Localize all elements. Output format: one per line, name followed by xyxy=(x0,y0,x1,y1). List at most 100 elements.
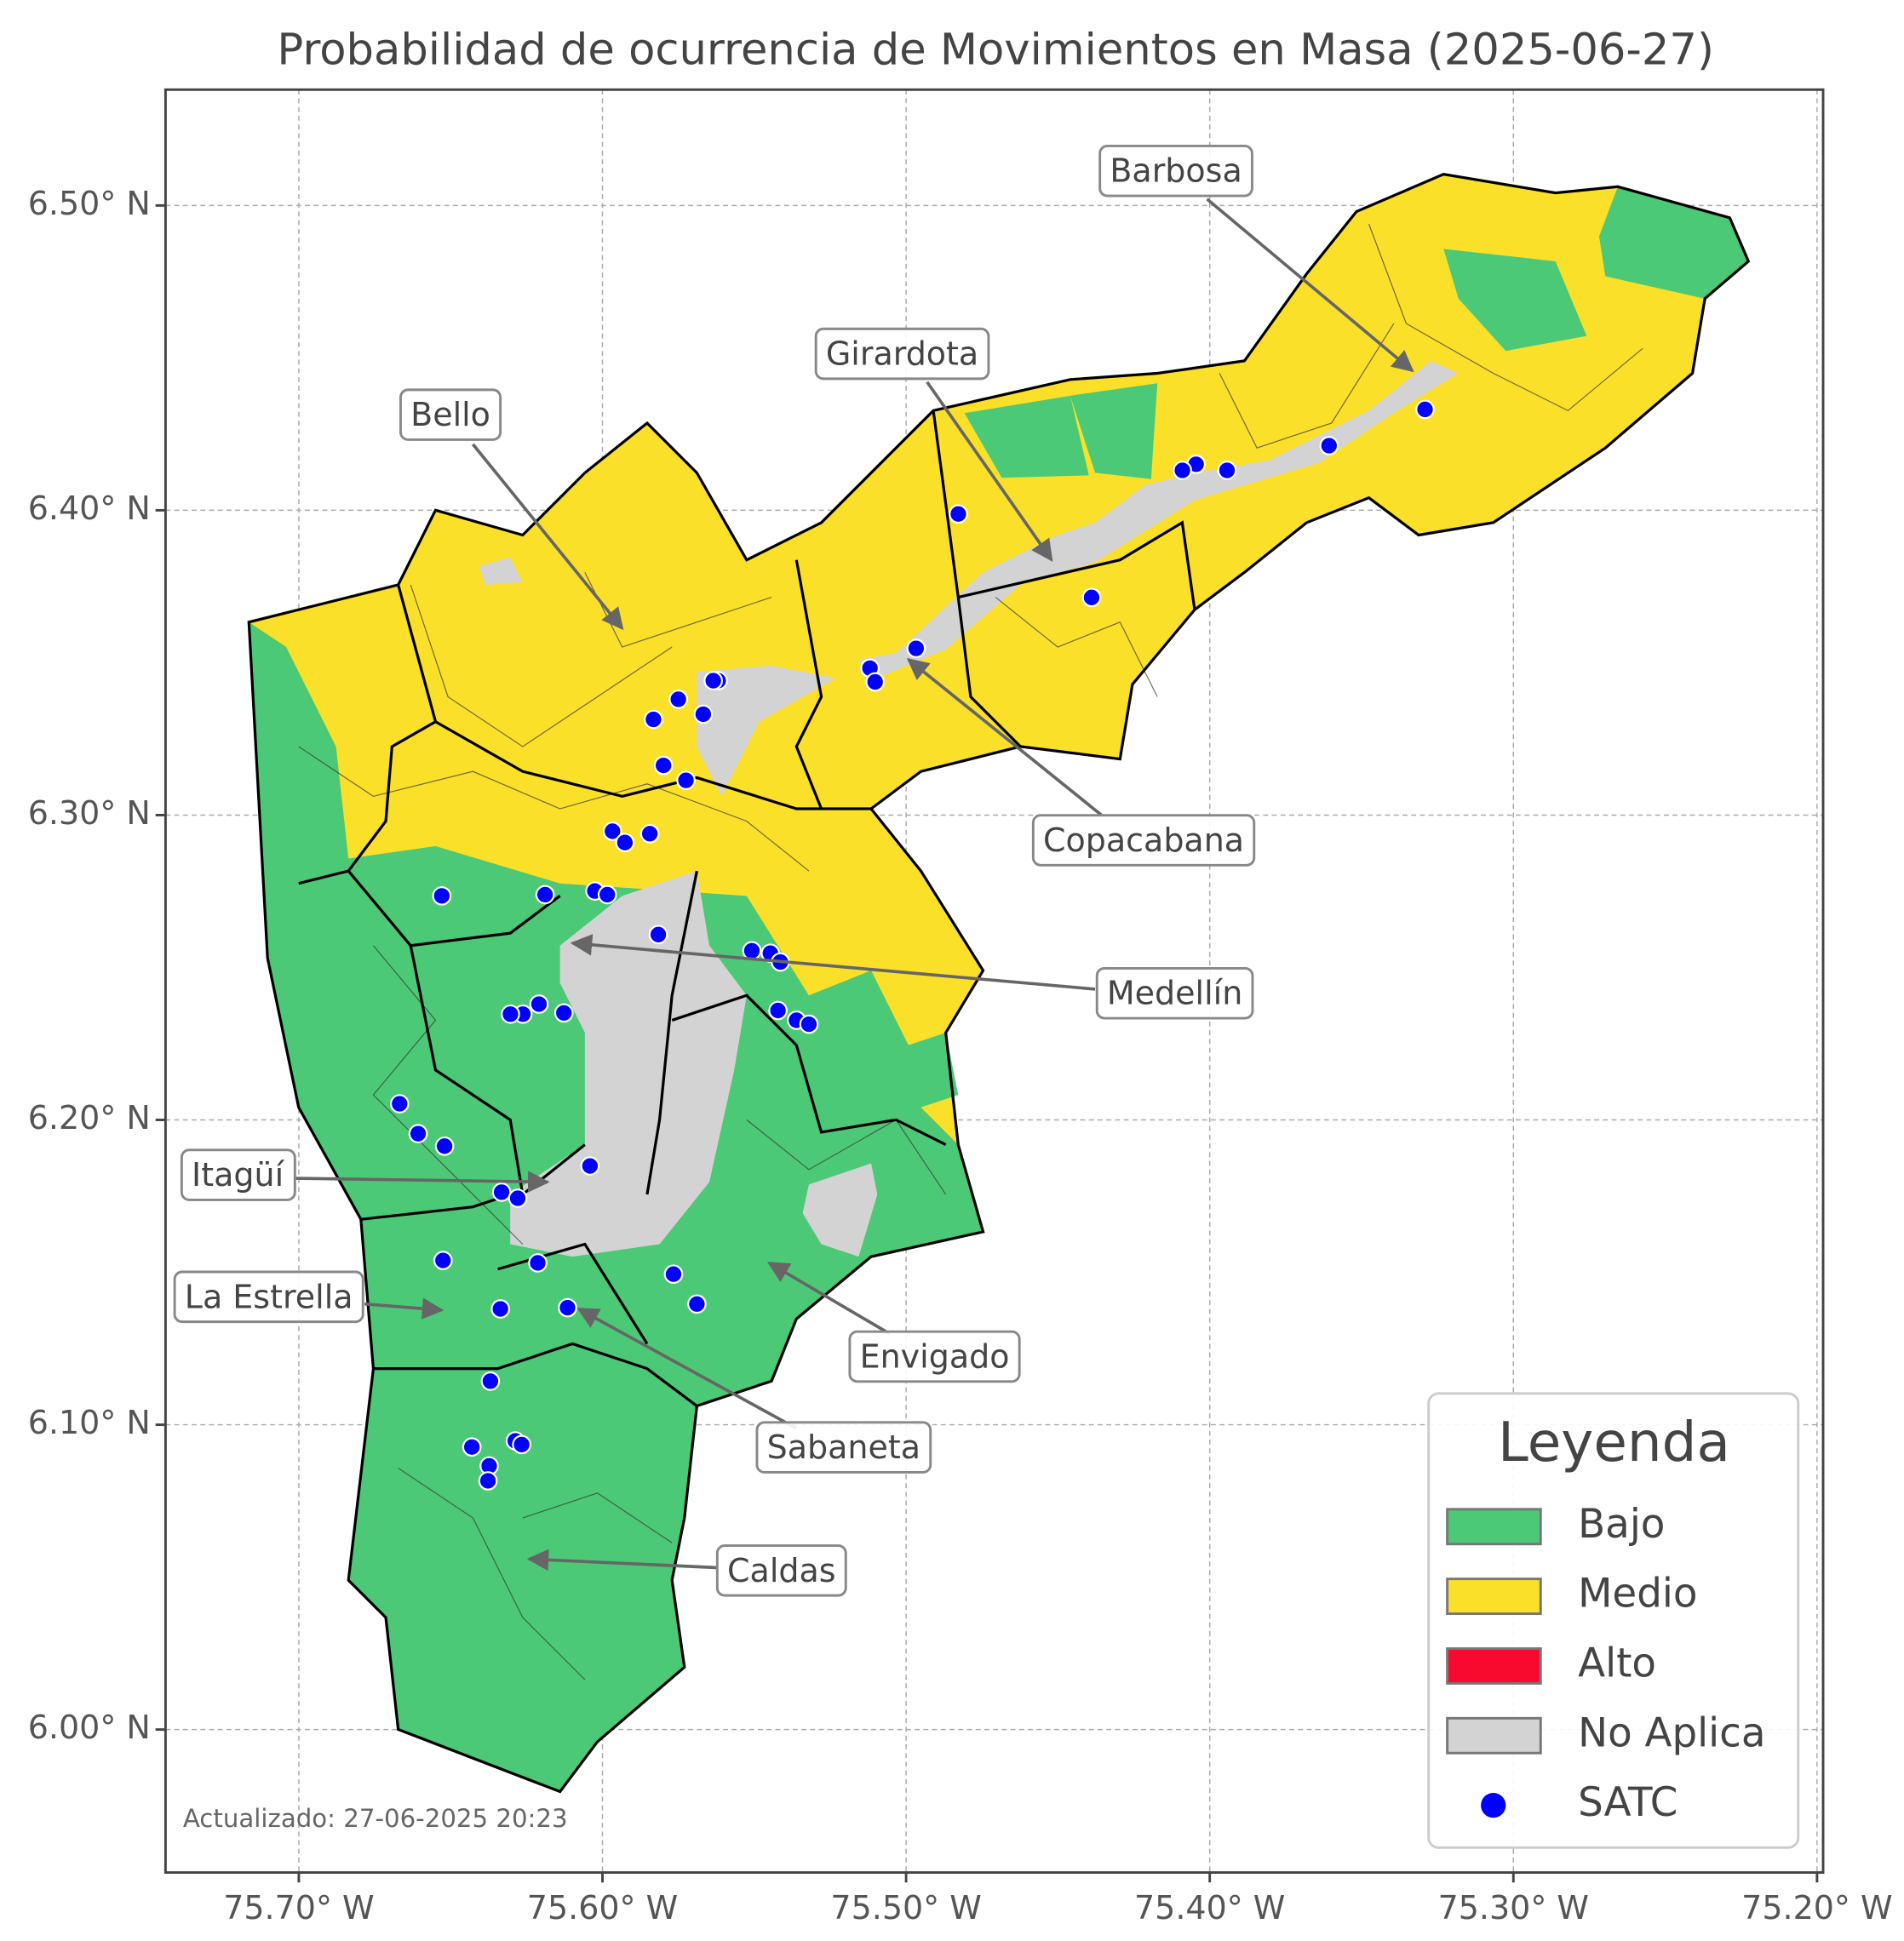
annotation: Bello xyxy=(399,388,624,631)
region-bajo xyxy=(964,395,1089,478)
satc-point xyxy=(553,1003,574,1023)
legend-title: Leyenda xyxy=(1498,1411,1730,1474)
satc-point xyxy=(1081,587,1102,608)
annotation: Copacabana xyxy=(906,658,1256,867)
annotation-box xyxy=(1095,966,1254,1020)
update-note: Actualizado: 27-06-2025 20:23 xyxy=(183,1804,568,1833)
satc-point xyxy=(1319,436,1339,455)
annotation-box xyxy=(180,1148,296,1201)
legend-label: Alto xyxy=(1578,1640,1656,1686)
annotation-label: Bello xyxy=(410,396,490,433)
annotation: Girardota xyxy=(814,327,1053,562)
satc-point xyxy=(528,1253,548,1273)
annotation-label: La Estrella xyxy=(185,1278,353,1315)
axis-ticks: 75.70° W 75.60° W 75.50° W 75.40° W 75.30° W… xyxy=(28,185,1893,1927)
satc-point xyxy=(490,1299,511,1319)
satc-point xyxy=(408,1124,428,1143)
y-tick-label: 6.00° N xyxy=(28,1709,151,1746)
annotation: Medellín xyxy=(570,934,1254,1020)
annotation: Barbosa xyxy=(1098,144,1414,373)
satc-point xyxy=(389,1094,410,1114)
x-tick-label: 75.70° W xyxy=(223,1889,374,1927)
satc-point xyxy=(687,1294,707,1314)
internal-boundaries xyxy=(298,223,1643,1680)
satc-points xyxy=(389,399,1435,1491)
x-tick-label: 75.40° W xyxy=(1134,1889,1285,1927)
satc-point xyxy=(768,1000,788,1021)
annotation-arrow xyxy=(576,1307,798,1430)
annotation-label: Copacabana xyxy=(1043,822,1244,859)
legend-label: Medio xyxy=(1578,1572,1697,1618)
annotation-arrow xyxy=(471,443,624,631)
region-no-aplica xyxy=(697,665,837,797)
y-tick-label: 6.50° N xyxy=(28,185,151,222)
satc-point xyxy=(478,1471,498,1491)
x-tick-label: 75.30° W xyxy=(1438,1889,1589,1927)
region-bajo xyxy=(1070,383,1158,479)
y-tick-label: 6.40° N xyxy=(28,490,151,527)
annotation-arrow xyxy=(906,658,1103,816)
satc-point xyxy=(615,833,635,853)
x-tick-label: 75.20° W xyxy=(1741,1889,1892,1927)
region-no-aplica xyxy=(510,871,747,1257)
annotation-box xyxy=(399,388,502,441)
satc-point xyxy=(676,770,696,790)
satc-point xyxy=(434,1136,455,1156)
satc-point xyxy=(644,709,663,730)
satc-point xyxy=(512,1434,531,1455)
annotation-arrow xyxy=(295,1171,550,1193)
satc-point xyxy=(508,1188,528,1208)
satc-point xyxy=(602,822,622,841)
annotation-label: Caldas xyxy=(727,1552,836,1589)
satc-point xyxy=(703,671,723,690)
satc-point xyxy=(501,1004,520,1024)
satc-point xyxy=(580,1156,600,1176)
legend-label: No Aplica xyxy=(1578,1710,1765,1756)
region-no-aplica xyxy=(802,1163,878,1257)
legend-label: SATC xyxy=(1578,1780,1677,1826)
satc-point xyxy=(799,1014,819,1034)
annotation-box xyxy=(848,1330,1021,1383)
satc-point xyxy=(639,823,660,844)
satc-point xyxy=(865,672,886,692)
legend-swatch xyxy=(1446,1647,1542,1685)
annotations: Barbosa Girardota Bello Copacabana Medel… xyxy=(173,144,1414,1597)
legend: Leyenda Bajo Medio Alto No Aplica SATC xyxy=(1427,1392,1800,1849)
annotation-label: Sabaneta xyxy=(767,1429,920,1466)
x-tick-label: 75.60° W xyxy=(527,1889,678,1927)
satc-point xyxy=(462,1437,482,1457)
annotation-arrow xyxy=(766,1261,891,1336)
satc-point xyxy=(558,1297,577,1318)
annotation-box xyxy=(1031,814,1256,867)
map-title: Probabilidad de ocurrencia de Movimiento… xyxy=(277,25,1714,75)
region-no-aplica xyxy=(479,557,523,585)
plot-frame xyxy=(163,88,1825,1875)
annotation-arrow xyxy=(364,1297,444,1320)
annotation-label: Envigado xyxy=(860,1337,1010,1375)
satc-point xyxy=(491,1182,512,1202)
satc-point xyxy=(480,1371,501,1391)
satc-point xyxy=(906,638,926,658)
annotation-box xyxy=(173,1270,364,1324)
legend-swatch xyxy=(1446,1716,1542,1755)
legend-label: Bajo xyxy=(1578,1502,1665,1548)
annotation-arrow xyxy=(1206,198,1414,373)
satc-point xyxy=(432,886,452,906)
annotation-box xyxy=(715,1544,847,1597)
annotation-box xyxy=(814,327,990,381)
satc-point xyxy=(949,504,968,524)
satc-point xyxy=(1415,399,1435,420)
satc-point xyxy=(668,690,688,709)
annotation-label: Girardota xyxy=(826,335,978,373)
annotation: Envigado xyxy=(766,1261,1021,1383)
satc-point xyxy=(433,1251,453,1270)
annotation-label: Itagüí xyxy=(192,1156,285,1194)
annotation: Caldas xyxy=(526,1544,847,1597)
municipal-boundaries xyxy=(247,173,1751,1794)
annotation: Itagüí xyxy=(180,1148,550,1201)
annotation: Sabaneta xyxy=(576,1307,932,1474)
annotation-arrow xyxy=(526,1549,719,1572)
satc-point xyxy=(1217,461,1237,480)
